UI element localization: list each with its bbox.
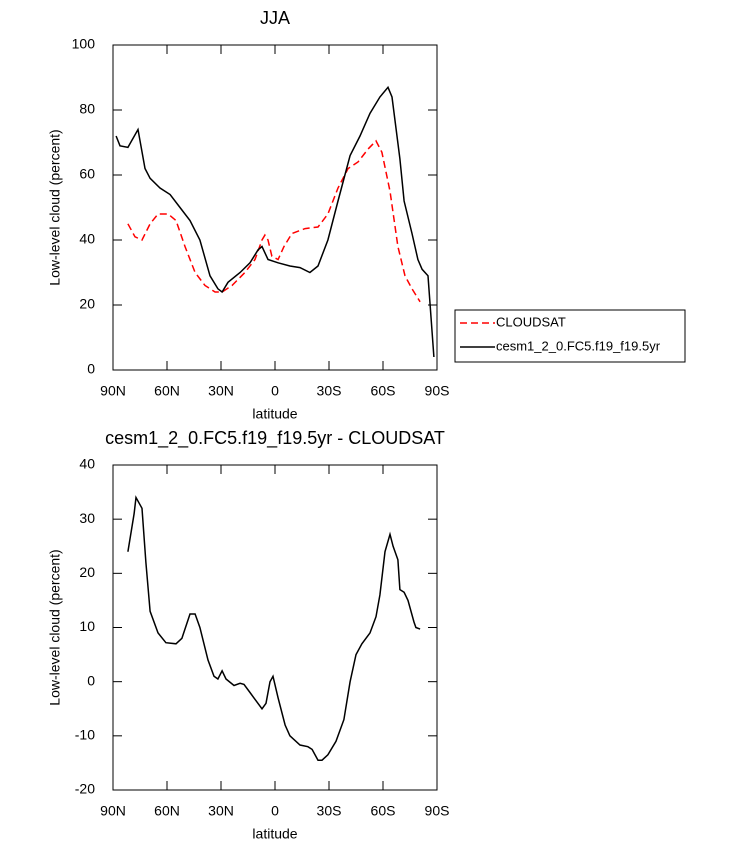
x-tick-label: 90S [425,803,450,819]
x-tick-label: 60N [154,383,180,399]
data-line [127,495,421,761]
x-tick-label: 90S [425,383,450,399]
y-tick-label: 40 [79,456,95,472]
x-tick-label: 30S [317,383,342,399]
chart-title: JJA [260,8,290,28]
x-tick-label: 60N [154,803,180,819]
y-tick-label: 0 [87,672,95,688]
y-axis-label: Low-level cloud (percent) [47,549,63,705]
data-line [115,85,435,358]
x-axis-label: latitude [252,826,297,842]
x-tick-label: 30N [208,803,234,819]
x-tick-label: 90N [100,383,126,399]
y-tick-label: 60 [79,166,95,182]
y-tick-label: 100 [72,36,96,52]
legend-label: CLOUDSAT [496,314,566,329]
y-tick-label: 10 [79,618,95,634]
plot-frame [112,44,438,371]
y-tick-label: -20 [75,781,95,797]
y-axis-label: Low-level cloud (percent) [47,129,63,285]
y-tick-label: -10 [75,727,95,743]
x-axis-label: latitude [252,406,297,422]
legend-label: cesm1_2_0.FC5.f19_f19.5yr [496,338,661,353]
legend-box [454,309,686,363]
x-tick-label: 30S [317,803,342,819]
y-tick-label: 80 [79,101,95,117]
y-tick-label: 40 [79,231,95,247]
x-tick-label: 0 [271,803,279,819]
plot-frame [112,464,438,791]
x-tick-label: 60S [371,803,396,819]
y-tick-label: 30 [79,510,95,526]
y-tick-label: 0 [87,361,95,377]
data-line [127,139,421,303]
y-tick-label: 20 [79,564,95,580]
x-tick-label: 0 [271,383,279,399]
y-tick-label: 20 [79,296,95,312]
x-tick-label: 30N [208,383,234,399]
x-tick-label: 60S [371,383,396,399]
chart-title: cesm1_2_0.FC5.f19_f19.5yr - CLOUDSAT [105,428,445,449]
x-tick-label: 90N [100,803,126,819]
